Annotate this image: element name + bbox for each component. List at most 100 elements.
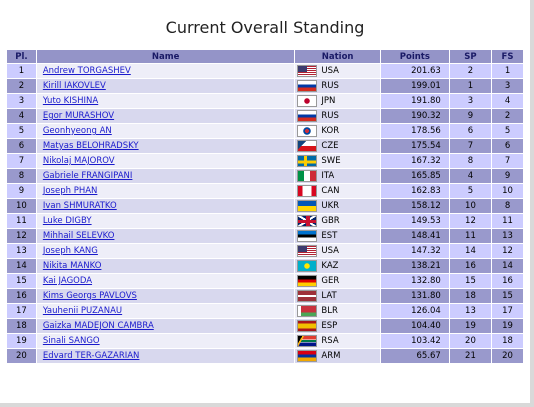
ukr-flag-icon [297,200,318,212]
skater-link[interactable]: Edvard TER-GAZARIAN [42,351,140,361]
skater-link[interactable]: Ivan SHMURATKO [42,201,117,211]
table-row: 18 Gaizka MADEJON CAMBRA ESP 104.40 19 19 [7,319,523,333]
table-row: 8 Gabriele FRANGIPANI ITA 165.85 4 9 [7,169,523,183]
points-cell: 138.21 [380,259,449,273]
nation-code: BLR [321,306,338,316]
nation-cell: ITA [295,169,380,183]
nation-code: LAT [321,291,337,301]
nation-code: GBR [321,216,340,226]
points-cell: 131.80 [380,289,449,303]
lat-flag-icon [297,290,318,302]
place-cell: 9 [7,184,36,198]
skater-link[interactable]: Kims Georgs PAVLOVS [42,291,137,301]
nation-cell: KOR [295,124,380,138]
nation-cell: CAN [295,184,380,198]
rsa-flag-icon [297,335,318,347]
est-flag-icon [297,230,318,242]
gbr-flag-icon [297,215,318,227]
skater-link[interactable]: Egor MURASHOV [42,111,115,121]
cze-flag-icon [297,140,318,152]
header-row: Pl. Name Nation Points SP FS [7,50,523,63]
points-cell: 65.67 [380,349,449,363]
can-flag-icon [297,185,318,197]
name-cell: Gaizka MADEJON CAMBRA [36,319,295,333]
sp-rank-cell: 9 [449,109,492,123]
name-cell: Luke DIGBY [36,214,295,228]
header-points: Points [380,50,449,63]
sp-rank-cell: 6 [449,124,492,138]
fs-rank-cell: 12 [492,244,523,258]
esp-flag-icon [297,320,318,332]
points-cell: 165.85 [380,169,449,183]
nation-code: ESP [321,321,338,331]
points-cell: 199.01 [380,79,449,93]
skater-link[interactable]: Yauhenii PUZANAU [42,306,123,316]
place-cell: 3 [7,94,36,108]
fs-rank-cell: 4 [492,94,523,108]
fs-rank-cell: 2 [492,109,523,123]
sp-rank-cell: 3 [449,94,492,108]
name-cell: Kai JAGODA [36,274,295,288]
name-cell: Kims Georgs PAVLOVS [36,289,295,303]
rus-flag-icon [297,110,318,122]
ita-flag-icon [297,170,318,182]
name-cell: Matyas BELOHRADSKY [36,139,295,153]
skater-link[interactable]: Joseph KANG [42,246,98,256]
skater-link[interactable]: Gaizka MADEJON CAMBRA [42,321,154,331]
skater-link[interactable]: Joseph PHAN [42,186,98,196]
sp-rank-cell: 18 [449,289,492,303]
nation-code: USA [321,66,339,76]
skater-link[interactable]: Nikolaj MAJOROV [42,156,115,166]
nation-code: ARM [321,351,341,361]
fs-rank-cell: 17 [492,304,523,318]
name-cell: Yuto KISHINA [36,94,295,108]
fs-rank-cell: 10 [492,184,523,198]
skater-link[interactable]: Kai JAGODA [42,276,93,286]
fs-rank-cell: 16 [492,274,523,288]
skater-link[interactable]: Andrew TORGASHEV [42,66,131,76]
sp-rank-cell: 2 [449,64,492,78]
sp-rank-cell: 13 [449,304,492,318]
place-cell: 19 [7,334,36,348]
skater-link[interactable]: Gabriele FRANGIPANI [42,171,133,181]
points-cell: 178.56 [380,124,449,138]
name-cell: Nikita MANKO [36,259,295,273]
place-cell: 10 [7,199,36,213]
name-cell: Edvard TER-GAZARIAN [36,349,295,363]
fs-rank-cell: 9 [492,169,523,183]
fs-rank-cell: 11 [492,214,523,228]
fs-rank-cell: 3 [492,79,523,93]
place-cell: 8 [7,169,36,183]
table-row: 11 Luke DIGBY GBR 149.53 12 11 [7,214,523,228]
points-cell: 148.41 [380,229,449,243]
place-cell: 4 [7,109,36,123]
fs-rank-cell: 1 [492,64,523,78]
name-cell: Nikolaj MAJOROV [36,154,295,168]
skater-link[interactable]: Nikita MANKO [42,261,102,271]
points-cell: 190.32 [380,109,449,123]
place-cell: 15 [7,274,36,288]
skater-link[interactable]: Matyas BELOHRADSKY [42,141,139,151]
name-cell: Ivan SHMURATKO [36,199,295,213]
table-row: 20 Edvard TER-GAZARIAN ARM 65.67 21 20 [7,349,523,363]
skater-link[interactable]: Geonhyeong AN [42,126,112,136]
nation-code: RUS [321,81,339,91]
usa-flag-icon [297,65,318,77]
header-name: Name [36,50,295,63]
nation-cell: JPN [295,94,380,108]
skater-link[interactable]: Yuto KISHINA [42,96,99,106]
page-title: Current Overall Standing [165,18,365,37]
table-row: 19 Sinali SANGO RSA 103.42 20 18 [7,334,523,348]
nation-code: ITA [321,171,335,181]
skater-link[interactable]: Luke DIGBY [42,216,92,226]
kor-flag-icon [297,125,318,137]
place-cell: 7 [7,154,36,168]
skater-link[interactable]: Kirill IAKOVLEV [42,81,106,91]
nation-cell: ARM [295,349,380,363]
table-row: 1 Andrew TORGASHEV USA 201.63 2 1 [7,64,523,78]
skater-link[interactable]: Sinali SANGO [42,336,100,346]
place-cell: 1 [7,64,36,78]
nation-cell: UKR [295,199,380,213]
skater-link[interactable]: Mihhail SELEVKO [42,231,115,241]
